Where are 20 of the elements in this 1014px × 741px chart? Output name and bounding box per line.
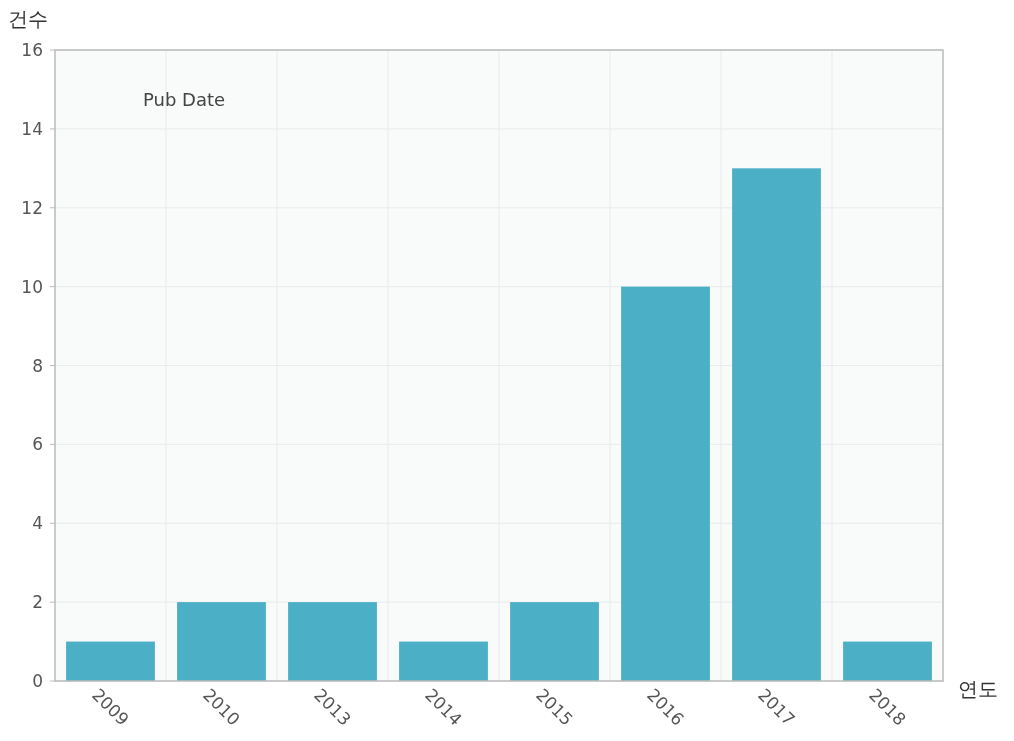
x-axis-title: 연도 bbox=[958, 677, 998, 701]
bar bbox=[66, 641, 155, 681]
y-tick-label: 14 bbox=[21, 118, 43, 139]
bar bbox=[843, 641, 932, 681]
bar bbox=[399, 641, 488, 681]
y-tick-label: 8 bbox=[32, 355, 43, 376]
y-tick-label: 2 bbox=[32, 592, 43, 613]
bar bbox=[732, 168, 821, 681]
bar bbox=[177, 602, 266, 681]
y-tick-label: 16 bbox=[21, 40, 43, 60]
y-tick-label: 4 bbox=[32, 513, 43, 534]
annotation: Pub Date bbox=[143, 89, 226, 110]
y-tick-label: 10 bbox=[21, 276, 43, 297]
bar bbox=[510, 602, 599, 681]
y-tick-label: 0 bbox=[32, 671, 43, 691]
y-axis-title: 건수 bbox=[8, 7, 48, 31]
y-tick-label: 12 bbox=[21, 197, 43, 218]
y-tick-label: 6 bbox=[32, 434, 43, 455]
bar bbox=[288, 602, 377, 681]
bar bbox=[621, 286, 710, 681]
